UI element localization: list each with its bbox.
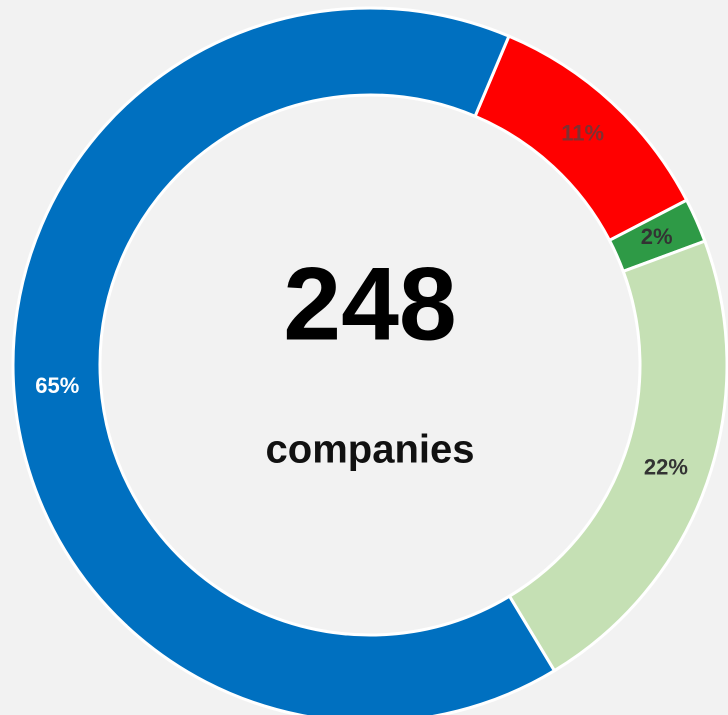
donut-segment [11,6,557,715]
data-label: 22% [644,454,688,479]
data-label: 2% [641,224,673,249]
center-value: 248 [283,246,457,362]
center-label: companies [266,428,475,472]
data-label: 65% [35,373,79,398]
data-label: 11% [561,120,604,145]
